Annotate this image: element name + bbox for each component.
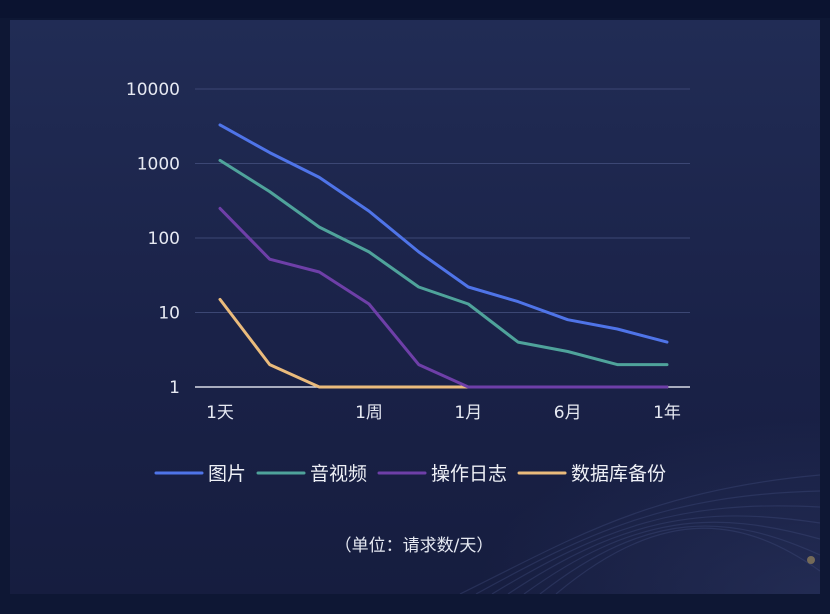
y-tick-label: 100	[148, 229, 180, 249]
wave-line	[459, 474, 820, 594]
wave-line	[523, 521, 820, 594]
line-chart: 1 10 100 1000 10000 1天 1周 1月 6月 1年 图片 音视频 操作日志 数据库备…	[126, 80, 820, 594]
legend-label: 图片	[208, 463, 246, 485]
unit-note: （单位：请求数/天）	[335, 536, 494, 556]
legend-label: 数据库备份	[571, 463, 666, 485]
decor-dot	[807, 556, 815, 564]
y-tick-label: 1000	[137, 155, 180, 175]
legend-item[interactable]: 图片	[154, 463, 246, 485]
x-tick-label: 1天	[206, 403, 234, 423]
series-line	[218, 158, 669, 367]
legend: 图片 音视频 操作日志 数据库备份	[154, 463, 666, 485]
x-tick-label: 1周	[355, 403, 383, 423]
series-line	[218, 206, 669, 389]
x-tick-label: 1年	[653, 403, 681, 423]
wave-line	[555, 527, 820, 594]
legend-item[interactable]: 数据库备份	[517, 463, 666, 485]
wave-line	[539, 525, 820, 594]
wave-line	[491, 505, 820, 594]
series-line	[218, 123, 669, 344]
wave-glow	[440, 400, 820, 594]
x-axis: 1天 1周 1月 6月 1年	[206, 403, 681, 423]
x-tick-label: 1月	[454, 403, 482, 423]
legend-item[interactable]: 音视频	[256, 463, 367, 485]
decorative-waves	[440, 400, 820, 594]
x-tick-label: 6月	[554, 403, 582, 423]
series-lines	[218, 123, 669, 389]
y-axis: 1 10 100 1000 10000	[126, 80, 180, 398]
y-tick-label: 1	[169, 378, 180, 398]
legend-item[interactable]: 操作日志	[377, 463, 507, 485]
y-tick-label: 10	[158, 304, 180, 324]
chart-panel: 1 10 100 1000 10000 1天 1周 1月 6月 1年 图片 音视频 操作日志 数据库备…	[10, 20, 820, 594]
wave-line	[507, 515, 820, 594]
y-tick-label: 10000	[126, 80, 180, 100]
legend-label: 音视频	[310, 463, 367, 485]
grid-lines	[195, 88, 690, 388]
legend-label: 操作日志	[431, 463, 507, 485]
wave-line	[475, 490, 820, 594]
